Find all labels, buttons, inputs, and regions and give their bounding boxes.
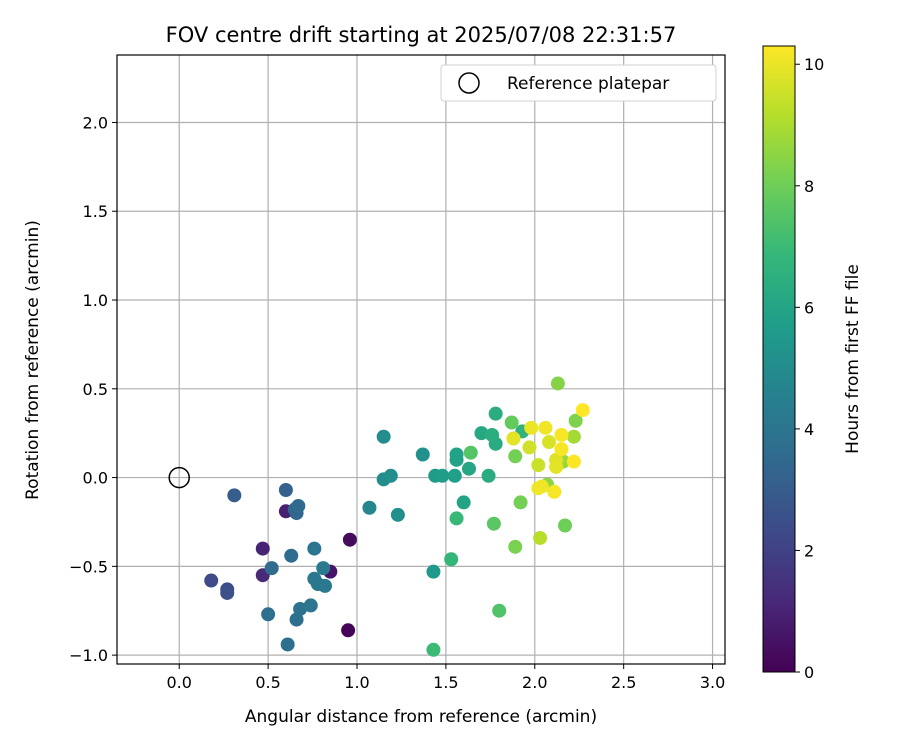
colorbar-label: Hours from first FF file bbox=[843, 264, 863, 454]
data-point bbox=[383, 468, 398, 483]
data-point bbox=[220, 585, 235, 600]
y-tick-label: 0.0 bbox=[83, 469, 108, 488]
data-point bbox=[342, 532, 357, 547]
data-point bbox=[508, 539, 523, 554]
colorbar-tick-label: 2 bbox=[804, 541, 814, 560]
plot-frame bbox=[116, 54, 726, 665]
x-tick-label: 1.0 bbox=[344, 673, 369, 692]
y-tick-label: −0.5 bbox=[69, 557, 108, 576]
data-point bbox=[264, 561, 279, 576]
data-point bbox=[508, 449, 523, 464]
data-point bbox=[447, 468, 462, 483]
data-point bbox=[566, 429, 581, 444]
y-axis-label: Rotation from reference (arcmin) bbox=[23, 220, 43, 500]
data-point bbox=[462, 461, 476, 476]
y-tick-label: 1.5 bbox=[83, 202, 108, 221]
colorbar-ticks: 0 2 4 6 8 10 bbox=[795, 55, 824, 682]
data-point bbox=[204, 573, 219, 588]
data-point bbox=[549, 459, 564, 474]
data-point bbox=[449, 511, 464, 526]
legend-open-circle-icon bbox=[458, 72, 480, 94]
data-point bbox=[293, 601, 308, 616]
x-tick-label: 3.0 bbox=[700, 673, 725, 692]
data-point bbox=[542, 435, 556, 450]
legend-box bbox=[440, 64, 717, 102]
colorbar-gradient bbox=[762, 45, 796, 673]
colorbar-tick-label: 0 bbox=[804, 663, 814, 682]
data-point bbox=[474, 426, 489, 441]
data-point bbox=[506, 431, 521, 446]
data-points bbox=[204, 376, 590, 657]
data-point bbox=[255, 541, 270, 556]
data-point bbox=[485, 427, 500, 442]
y-tick-label: 1.0 bbox=[83, 291, 108, 310]
data-point bbox=[575, 403, 590, 418]
data-point bbox=[481, 468, 496, 483]
data-point bbox=[492, 603, 507, 618]
data-point bbox=[486, 516, 501, 531]
x-tick-label: 0.5 bbox=[255, 673, 280, 692]
y-axis-ticks: −1.0 −0.5 0.0 0.5 1.0 1.5 2.0 bbox=[69, 113, 117, 665]
data-point bbox=[426, 564, 441, 579]
data-point bbox=[554, 427, 569, 442]
colorbar: 0 2 4 6 8 10 Hours from first FF file bbox=[762, 45, 863, 682]
data-point bbox=[444, 552, 459, 567]
data-point bbox=[513, 495, 528, 510]
data-point bbox=[449, 447, 464, 462]
data-point bbox=[284, 548, 299, 563]
data-point bbox=[550, 376, 565, 391]
reference-platepar-marker bbox=[168, 466, 190, 489]
data-point bbox=[307, 541, 322, 556]
colorbar-tick-label: 10 bbox=[804, 55, 824, 74]
data-point bbox=[488, 406, 503, 421]
data-point bbox=[362, 500, 377, 515]
data-point bbox=[278, 483, 293, 497]
data-point bbox=[538, 420, 553, 435]
data-point bbox=[522, 440, 537, 455]
data-point bbox=[558, 518, 572, 533]
data-point bbox=[261, 607, 276, 622]
x-tick-label: 0.0 bbox=[166, 673, 191, 692]
legend-entry-label: Reference platepar bbox=[507, 74, 669, 94]
data-point bbox=[376, 429, 391, 444]
x-axis-label: Angular distance from reference (arcmin) bbox=[245, 707, 597, 727]
x-axis-ticks: 0.0 0.5 1.0 1.5 2.0 2.5 3.0 bbox=[166, 664, 725, 692]
data-point bbox=[318, 578, 332, 593]
data-point bbox=[426, 642, 441, 657]
y-tick-label: 0.5 bbox=[83, 380, 108, 399]
legend: Reference platepar bbox=[440, 64, 717, 102]
data-point bbox=[289, 612, 304, 627]
data-point bbox=[504, 415, 519, 430]
data-point bbox=[227, 488, 242, 503]
data-point bbox=[568, 413, 583, 428]
data-point bbox=[435, 468, 450, 483]
chart-title: FOV centre drift starting at 2025/07/08 … bbox=[166, 23, 677, 47]
data-point bbox=[456, 495, 471, 510]
y-tick-label: 2.0 bbox=[83, 113, 108, 132]
data-point bbox=[547, 484, 562, 499]
data-point bbox=[303, 598, 318, 613]
grid-lines bbox=[117, 55, 725, 664]
data-point bbox=[566, 454, 581, 469]
data-point bbox=[463, 445, 478, 460]
y-tick-label: −1.0 bbox=[69, 646, 108, 665]
data-point bbox=[280, 637, 295, 652]
data-point bbox=[524, 420, 539, 435]
colorbar-tick-label: 4 bbox=[804, 420, 814, 439]
x-tick-label: 2.0 bbox=[522, 673, 547, 692]
data-point bbox=[390, 507, 405, 522]
data-point bbox=[534, 479, 549, 494]
data-point bbox=[415, 447, 430, 462]
colorbar-tick-label: 6 bbox=[804, 298, 814, 317]
data-point bbox=[341, 623, 356, 638]
data-point bbox=[554, 442, 569, 457]
colorbar-tick-label: 8 bbox=[804, 177, 814, 196]
x-tick-label: 1.5 bbox=[433, 673, 458, 692]
data-point bbox=[533, 530, 548, 545]
x-tick-label: 2.5 bbox=[611, 673, 636, 692]
data-point bbox=[531, 458, 546, 473]
data-point bbox=[291, 498, 306, 513]
data-point bbox=[316, 561, 331, 576]
